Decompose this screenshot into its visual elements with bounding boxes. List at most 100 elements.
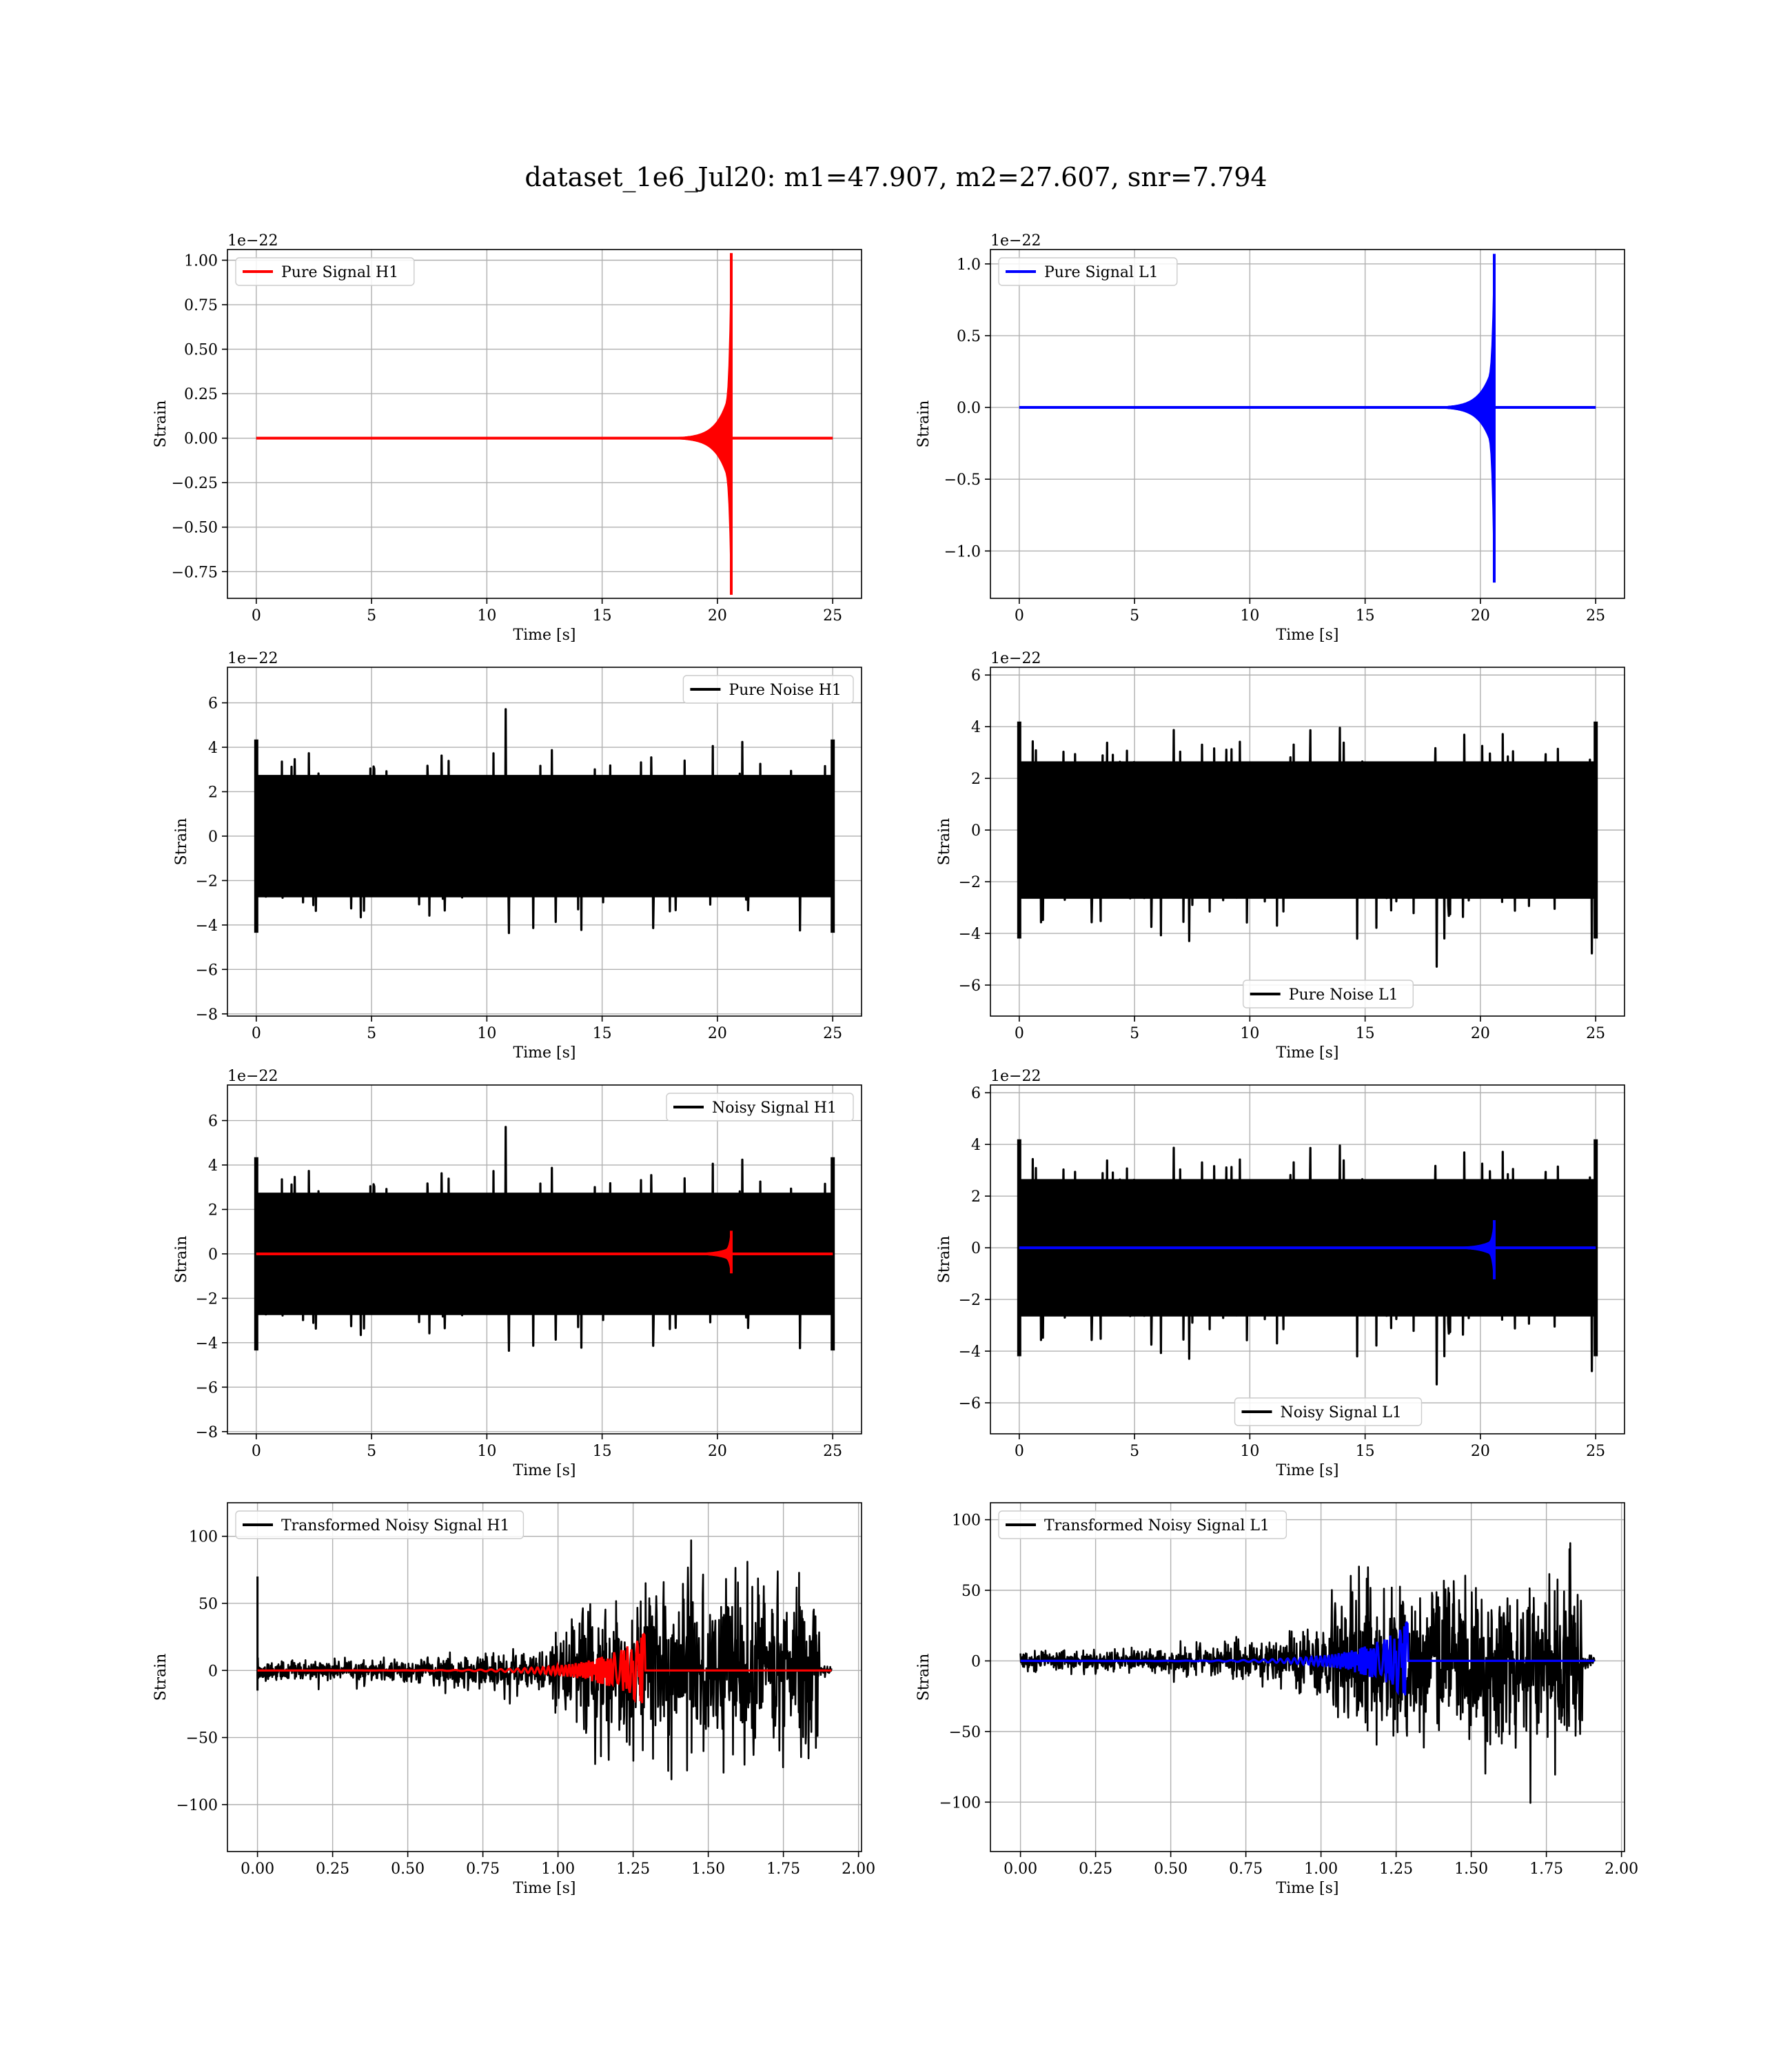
legend-label: Noisy Signal H1 [712, 1099, 837, 1117]
axis-offset-text: 1e−22 [227, 232, 278, 250]
legend-frame [682, 675, 854, 704]
axes-frame [227, 1502, 862, 1852]
legend-frame [998, 1510, 1287, 1539]
y-tick-label: 50 [198, 1596, 218, 1613]
y-tick-label: −6 [959, 1395, 981, 1412]
x-tick-label: 10 [477, 1443, 496, 1460]
y-tick-label: 2 [208, 784, 218, 801]
y-tick-label: 0.00 [184, 431, 218, 448]
axis-offset-text: 1e−22 [227, 1068, 278, 1085]
series-noisy-signal-h1-overlay [256, 1230, 833, 1274]
legend-frame [1242, 980, 1414, 1008]
tick-labels: 0 5 10 15 20 25 −8 −6 −4 −2 0 2 4 6 [196, 1113, 843, 1460]
y-tick-label: −1.0 [944, 543, 981, 560]
series-pure-noise-h1 [254, 708, 835, 935]
y-tick-label: −2 [196, 1290, 218, 1308]
x-tick-label: 0 [252, 1443, 261, 1460]
x-tick-label: 5 [367, 1025, 376, 1042]
plot-area [1019, 254, 1596, 583]
x-tick-label: 15 [1356, 1025, 1375, 1042]
plot-area [254, 708, 835, 935]
subplot-transformed-noisy-signal-l1: 0.00 0.25 0.50 0.75 1.00 1.25 1.50 1.75 2.00 −100… [915, 1502, 1638, 1897]
y-tick-label: −6 [959, 977, 981, 995]
x-axis-label: Time [s] [513, 1880, 576, 1897]
x-tick-label: 1.50 [1454, 1861, 1488, 1878]
y-tick-label: −4 [959, 1344, 981, 1361]
y-tick-label: 0.75 [184, 297, 218, 314]
x-tick-label: 0 [252, 1025, 261, 1042]
transformed-chirp-trace [1020, 1621, 1595, 1696]
legend: Transformed Noisy Signal L1 [998, 1510, 1287, 1539]
y-tick-label: −0.5 [944, 472, 981, 489]
noise-trace [255, 1126, 834, 1352]
subplot-pure-signal-l1: 0 5 10 15 20 25 −1.0 −0.5 0.0 0.5 1.0 Time [s] Strai… [915, 232, 1625, 644]
axes-frame [990, 249, 1625, 599]
x-tick-label: 5 [1130, 607, 1139, 625]
chirp-envelope [1019, 275, 1596, 558]
y-tick-label: 0 [971, 1653, 981, 1670]
x-tick-label: 25 [823, 1025, 842, 1042]
legend-label: Pure Signal L1 [1044, 264, 1159, 281]
x-tick-label: 0.50 [1154, 1861, 1188, 1878]
transformed-noise-trace [256, 1539, 833, 1781]
x-tick-label: 10 [1240, 1025, 1259, 1042]
y-tick-label: 0 [971, 822, 981, 840]
legend-frame [666, 1093, 854, 1122]
x-tick-label: 25 [823, 607, 842, 625]
y-tick-label: 4 [208, 740, 218, 757]
x-tick-label: 1.50 [691, 1861, 725, 1878]
subplot-noisy-signal-l1: 0 5 10 15 20 25 −6 −4 −2 0 2 4 6 Time [s] Strain 1e−22 N… [936, 1068, 1625, 1479]
series-transformed-noisy-signal-h1-overlay [257, 1632, 832, 1703]
series-pure-noise-l1 [1017, 721, 1598, 968]
y-axis-label: Strain [152, 1654, 170, 1701]
legend: Pure Noise H1 [682, 675, 854, 704]
subplot-grid: 0 5 10 15 20 25−0.75−0.50−0.250.000.250.500.7… [152, 232, 1638, 1897]
y-tick-label: −6 [196, 962, 218, 979]
transformed-chirp-trace [257, 1632, 832, 1703]
y-tick-label: 0.50 [184, 342, 218, 359]
grid [227, 250, 862, 598]
grid [990, 250, 1625, 598]
y-tick-label: −2 [959, 874, 981, 891]
series-pure-signal-h1 [256, 253, 833, 595]
x-tick-label: 15 [593, 1025, 612, 1042]
tick-labels: 0 5 10 15 20 25 −0.75 −0.50 −0.25 0.00 0.25 0.50 0.7… [172, 252, 843, 625]
y-axis-label: Strain [173, 1236, 190, 1284]
y-tick-label: 0 [971, 1240, 981, 1257]
plot-area [1017, 721, 1598, 968]
y-tick-label: 2 [208, 1202, 218, 1219]
x-tick-label: 25 [823, 1443, 842, 1460]
tick-labels: 0 5 10 15 20 25 −6 −4 −2 0 2 4 6 [959, 1085, 1606, 1460]
x-tick-label: 2.00 [842, 1861, 875, 1878]
y-tick-label: −50 [949, 1724, 981, 1741]
x-tick-label: 10 [1240, 1443, 1259, 1460]
series-noisy-signal-h1 [254, 1126, 835, 1352]
x-axis-label: Time [s] [513, 627, 576, 644]
x-tick-label: 0 [252, 607, 261, 625]
series-noisy-signal-l1-overlay [1019, 1220, 1596, 1279]
x-tick-label: 0.25 [316, 1861, 349, 1878]
legend-frame [1234, 1397, 1423, 1426]
figure-title: dataset_1e6_Jul20: m1=47.907, m2=27.607,… [525, 162, 1267, 193]
x-tick-label: 0.25 [1079, 1861, 1112, 1878]
x-tick-label: 20 [1471, 607, 1490, 625]
x-tick-label: 5 [367, 607, 376, 625]
series-pure-signal-l1 [1019, 254, 1596, 583]
noise-trace [1018, 1144, 1597, 1386]
y-axis-label: Strain [936, 1236, 953, 1284]
x-tick-label: 20 [708, 607, 727, 625]
subplot-noisy-signal-h1: 0 5 10 15 20 25 −8 −6 −4 −2 0 2 4 6 Time [s] Strain 1e−2… [173, 1068, 862, 1479]
legend-frame [235, 1510, 525, 1539]
x-tick-label: 25 [1586, 607, 1605, 625]
y-tick-label: −0.50 [172, 520, 218, 537]
y-tick-label: −2 [959, 1292, 981, 1309]
x-tick-label: 10 [477, 1025, 496, 1042]
x-axis-label: Time [s] [1276, 627, 1338, 644]
y-tick-label: −4 [959, 926, 981, 943]
y-tick-label: −0.75 [172, 564, 218, 581]
x-tick-label: 25 [1586, 1025, 1605, 1042]
x-axis-label: Time [s] [513, 1044, 576, 1062]
x-tick-label: 0.75 [1229, 1861, 1263, 1878]
x-tick-label: 5 [1130, 1025, 1139, 1042]
